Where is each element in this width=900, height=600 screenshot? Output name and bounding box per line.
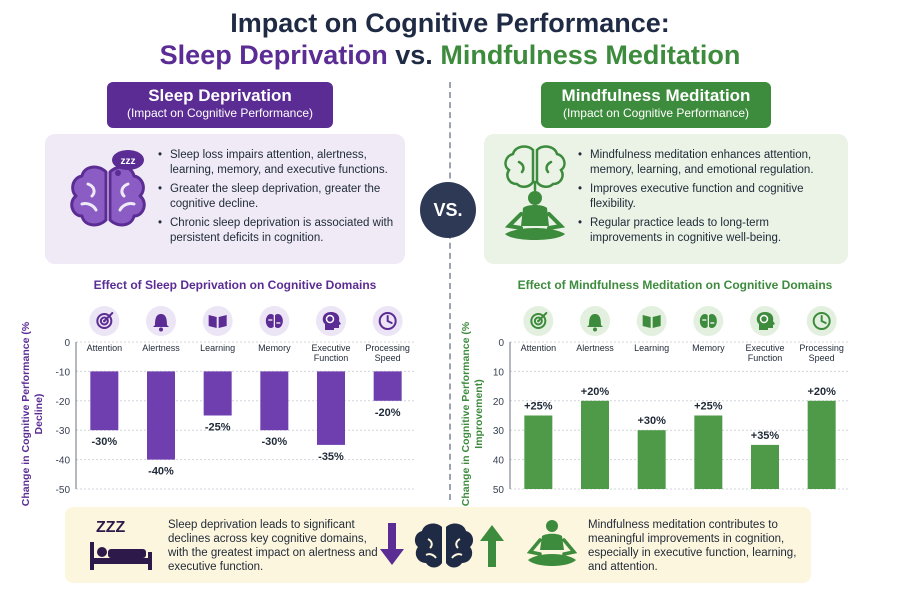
sleep-chart: 0 -10 -20 -30 -40 -50 Attention -30% Alertness -4…: [56, 306, 416, 496]
page-subtitle: Sleep Deprivation vs. Mindfulness Medita…: [0, 40, 900, 71]
category-label: Attention: [521, 343, 557, 353]
sleep-bullet: Chronic sleep deprivation is associated …: [158, 216, 398, 245]
sleep-tag-subtitle: (Impact on Cognitive Performance): [126, 106, 314, 120]
bar: [203, 371, 232, 416]
y-tick-label: 0: [498, 338, 504, 349]
head-gear-icon: [316, 306, 346, 336]
category-label: Memory: [692, 343, 725, 353]
category-label: Executive Function: [745, 343, 784, 363]
brain-icon: [693, 306, 724, 336]
sleep-bullet: Sleep loss impairs attention, alertness,…: [158, 148, 398, 177]
category-label: Alertness: [576, 343, 614, 353]
category-label: Alertness: [142, 343, 180, 353]
mindfulness-bullet-list: Mindfulness meditation enhances attentio…: [578, 148, 840, 250]
mindfulness-chart: 0 10 20 30 40 50 Attention +25% Alertness +20% Lea…: [493, 306, 850, 496]
data-label: +20%: [581, 386, 610, 398]
data-label: +35%: [751, 430, 780, 442]
y-tick-label: 40: [493, 456, 505, 467]
category-label: Executive Function: [311, 343, 350, 363]
target-icon: [523, 306, 554, 336]
bar: [147, 371, 175, 460]
y-tick-label: 20: [493, 397, 505, 408]
sleep-bullet-list: Sleep loss impairs attention, alertness,…: [158, 148, 398, 250]
data-label: -25%: [205, 422, 231, 434]
title-vs: vs.: [395, 40, 433, 70]
target-icon: [89, 306, 120, 336]
sleep-header-tag: Sleep Deprivation (Impact on Cognitive P…: [107, 82, 333, 128]
meditation-person-icon: [526, 520, 578, 566]
data-label: +30%: [637, 415, 666, 427]
y-tick-label: -30: [56, 426, 71, 437]
head-gear-icon: [750, 306, 780, 336]
title-mindfulness: Mindfulness Meditation: [440, 40, 741, 70]
y-tick-label: -20: [56, 397, 71, 408]
y-tick-label: 0: [64, 338, 70, 349]
sleep-tag-title: Sleep Deprivation: [148, 86, 292, 105]
summary-mindfulness-text: Mindfulness meditation contributes to me…: [588, 519, 797, 573]
category-label: Learning: [634, 343, 669, 353]
summary-sleep-text: Sleep deprivation leads to significant d…: [168, 519, 378, 573]
y-tick-label: -10: [56, 367, 71, 378]
y-tick-label: 30: [493, 426, 505, 437]
arrow-down-icon: [380, 523, 404, 565]
y-tick-label: 10: [493, 367, 505, 378]
center-divider: [449, 82, 451, 500]
data-label: -35%: [318, 451, 344, 463]
category-label: Memory: [258, 343, 291, 353]
zzz-label: zzz: [121, 156, 136, 167]
title-sleep: Sleep Deprivation: [159, 40, 388, 70]
bell-icon: [580, 306, 610, 336]
summary-zzz-label: ZZZ: [96, 519, 126, 536]
bar: [317, 371, 345, 445]
data-label: -40%: [148, 466, 174, 478]
mindfulness-chart-title: Effect of Mindfulness Meditation on Cogn…: [517, 278, 833, 292]
book-icon: [636, 306, 667, 336]
sleep-bullet: Greater the sleep deprivation, greater t…: [158, 182, 398, 211]
category-label: Learning: [200, 343, 235, 353]
mindfulness-header-tag: Mindfulness Meditation (Impact on Cognit…: [541, 82, 771, 128]
y-tick-label: -50: [56, 485, 71, 496]
brain-zzz-icon: zzz: [70, 150, 146, 227]
page-title: Impact on Cognitive Performance:: [230, 8, 670, 38]
book-icon: [202, 306, 233, 336]
bar: [260, 371, 289, 431]
mindfulness-tag-subtitle: (Impact on Cognitive Performance): [562, 106, 750, 120]
summary-change-icons: [380, 523, 504, 568]
data-label: -30%: [261, 436, 287, 448]
bar: [637, 430, 666, 489]
category-label: Processing Speed: [365, 343, 410, 363]
vs-badge: VS.: [420, 182, 476, 238]
meditation-brain-icon: [504, 145, 566, 240]
y-tick-label: -40: [56, 456, 71, 467]
mindfulness-bullet: Mindfulness meditation enhances attentio…: [578, 148, 840, 177]
bar: [751, 444, 779, 489]
bar: [694, 415, 723, 489]
bar: [524, 415, 553, 489]
category-label: Processing Speed: [799, 343, 844, 363]
bar: [90, 371, 119, 431]
category-label: Attention: [87, 343, 123, 353]
data-label: -20%: [375, 407, 401, 419]
bar: [581, 400, 609, 489]
clock-icon: [372, 306, 403, 336]
sleeping-bed-icon: ZZZ: [90, 519, 152, 570]
sleep-chart-title: Effect of Sleep Deprivation on Cognitive…: [93, 278, 377, 292]
brain-icon: [414, 523, 474, 568]
data-label: +20%: [807, 386, 836, 398]
data-label: +25%: [524, 401, 553, 413]
arrow-up-icon: [480, 525, 504, 567]
bar: [807, 400, 836, 489]
y-tick-label: 50: [493, 485, 505, 496]
bar: [373, 371, 402, 401]
data-label: -30%: [91, 436, 117, 448]
mindfulness-bullet: Regular practice leads to long-term impr…: [578, 216, 840, 245]
clock-icon: [806, 306, 837, 336]
mindfulness-bullet: Improves executive function and cognitiv…: [578, 182, 840, 211]
mindfulness-tag-title: Mindfulness Meditation: [561, 86, 751, 105]
brain-icon: [259, 306, 290, 336]
data-label: +25%: [694, 401, 723, 413]
bell-icon: [146, 306, 176, 336]
